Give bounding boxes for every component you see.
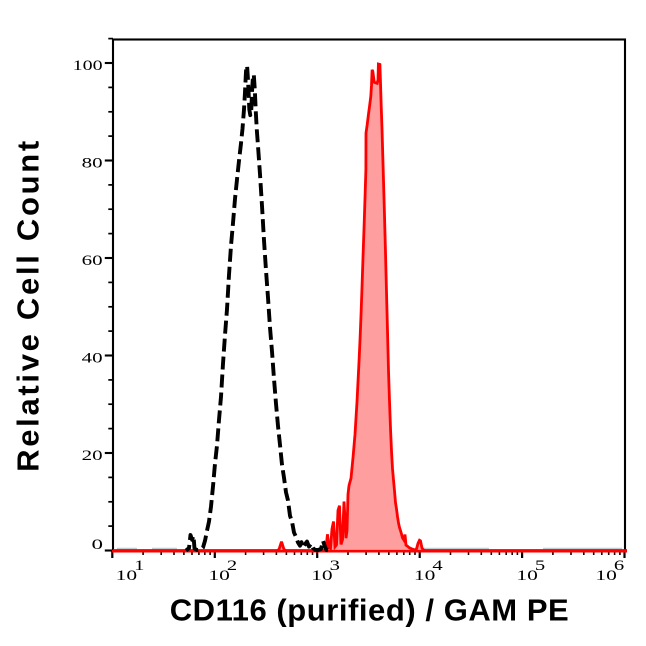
svg-text:20: 20 <box>82 448 103 464</box>
svg-text:60: 60 <box>82 253 103 269</box>
svg-text:1: 1 <box>134 558 144 574</box>
svg-text:4: 4 <box>432 558 443 574</box>
svg-text:Relative Cell Count: Relative Cell Count <box>11 138 46 472</box>
svg-text:10: 10 <box>116 568 138 584</box>
svg-text:100: 100 <box>73 58 103 74</box>
svg-text:40: 40 <box>82 351 103 367</box>
svg-text:10: 10 <box>595 568 617 584</box>
svg-text:CD116 (purified) / GAM PE: CD116 (purified) / GAM PE <box>170 593 570 628</box>
svg-text:80: 80 <box>82 156 103 172</box>
svg-text:10: 10 <box>208 568 230 584</box>
svg-text:2: 2 <box>227 558 237 574</box>
svg-text:10: 10 <box>516 568 538 584</box>
svg-text:0: 0 <box>92 537 104 553</box>
svg-text:5: 5 <box>535 558 545 574</box>
svg-text:3: 3 <box>330 558 340 574</box>
svg-text:10: 10 <box>414 568 436 584</box>
svg-text:6: 6 <box>614 558 625 574</box>
svg-text:10: 10 <box>311 568 333 584</box>
